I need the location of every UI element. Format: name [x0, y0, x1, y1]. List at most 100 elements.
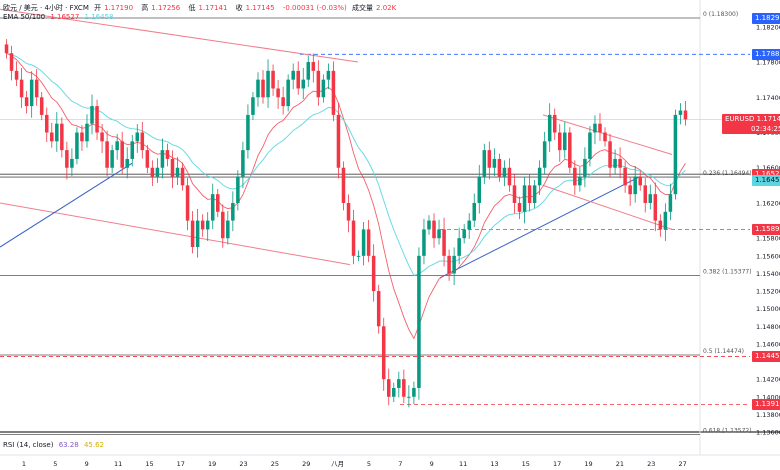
- candle-body: [477, 176, 482, 203]
- candle-body: [527, 185, 532, 203]
- candle-body: [306, 62, 311, 80]
- price-tick-label: 1.14200: [756, 376, 780, 384]
- candle-body: [608, 141, 612, 168]
- candle-body: [563, 132, 567, 151]
- candle-body: [14, 70, 19, 80]
- price-tick-label: 1.14600: [756, 340, 780, 348]
- trendline-support-1: [0, 162, 133, 248]
- candle-body: [497, 158, 502, 177]
- candle-body: [542, 141, 547, 168]
- time-tick-label: 5: [53, 460, 57, 468]
- candle-body: [130, 141, 135, 159]
- candle-body: [517, 202, 522, 212]
- price-tag: 1.13914: [752, 398, 780, 410]
- candle-body: [412, 387, 416, 397]
- candle-body: [547, 114, 552, 142]
- price-tag: 1.18297: [752, 12, 780, 24]
- candle-body: [663, 211, 668, 230]
- candle-body: [326, 70, 331, 80]
- candle-body: [366, 229, 371, 256]
- candle-body: [356, 255, 361, 257]
- candle-body: [442, 229, 446, 256]
- candle-body: [346, 202, 351, 221]
- candle-body: [462, 229, 466, 239]
- price-tick-label: 1.16200: [756, 199, 780, 207]
- trendline-lower: [0, 202, 351, 266]
- candle-body: [512, 185, 517, 203]
- candle-body: [246, 114, 250, 151]
- candle-body: [376, 291, 381, 327]
- candle-body: [140, 132, 145, 151]
- channel-lower: [542, 184, 673, 230]
- candle-body: [613, 158, 617, 168]
- time-tick-label: 13: [490, 460, 498, 468]
- candle-body: [190, 220, 195, 248]
- price-tick-label: 1.15800: [756, 235, 780, 243]
- ohlc-low: 低 1.17141: [188, 4, 228, 12]
- fibonacci-levels: 0 (1.18300) 0.236 (1.16494) 0.382 (1.15377…: [0, 11, 752, 435]
- candle-body: [537, 167, 542, 186]
- candle-body: [200, 220, 205, 230]
- candle-body: [673, 114, 678, 195]
- price-tick-label: 1.15400: [756, 270, 780, 278]
- candle-body: [226, 220, 230, 239]
- candle-body: [638, 176, 642, 186]
- time-tick-label: 5: [367, 460, 371, 468]
- candle-body: [311, 62, 316, 71]
- ema100-value: 1.16458: [84, 13, 114, 21]
- ohlc-open: 开 1.17190: [94, 4, 134, 12]
- price-tick-label: 1.17400: [756, 94, 780, 102]
- candle-body: [668, 194, 673, 212]
- symbol-title: 欧元 / 美元 · 4小时 · FXCM: [3, 4, 89, 12]
- candle-body: [598, 123, 602, 133]
- trend-lines: [0, 8, 673, 279]
- candle-body: [65, 150, 69, 168]
- price-tag: 1.17888: [752, 48, 780, 60]
- price-tag: 1.14458: [752, 350, 780, 362]
- candle-body: [386, 379, 391, 397]
- time-tick-label: 23: [239, 460, 247, 468]
- time-tick-label: 17: [553, 460, 561, 468]
- price-tick-label: 1.14000: [756, 393, 780, 401]
- candle-body: [236, 176, 240, 203]
- candle-body: [120, 141, 124, 168]
- rsi-label: RSI (14, close): [3, 441, 54, 449]
- price-tick-label: 1.15600: [756, 252, 780, 260]
- candle-body: [221, 211, 225, 239]
- candle-body: [50, 132, 54, 142]
- channel-upper: [542, 114, 673, 156]
- candle-body: [658, 220, 663, 230]
- candle-body: [397, 379, 401, 388]
- candle-body: [19, 79, 24, 98]
- last-price-symbol: EURUSD: [725, 115, 755, 124]
- candle-body: [341, 167, 346, 203]
- candle-body: [437, 229, 441, 239]
- ema-legend: EMA 50/100 1.16527 1.16458: [3, 13, 116, 21]
- fib-label: 0.382 (1.15377): [703, 268, 752, 275]
- candle-body: [487, 150, 492, 168]
- price-tag: 1.16527: [752, 168, 780, 180]
- time-tick-label: 9: [85, 460, 89, 468]
- candle-body: [447, 255, 451, 274]
- candle-body: [39, 97, 44, 115]
- candle-body: [643, 185, 648, 203]
- candle-body: [492, 158, 497, 168]
- candle-body: [603, 132, 607, 142]
- candle-body: [9, 53, 14, 71]
- candle-body: [205, 220, 210, 230]
- candle-body: [402, 379, 406, 397]
- time-tick-label: 19: [584, 460, 592, 468]
- candle-body: [60, 123, 64, 151]
- trendline-upper: [0, 8, 359, 63]
- candle-body: [291, 70, 295, 80]
- rsi-legend: RSI (14, close) 63.28 45.62: [3, 441, 107, 449]
- candle-body: [44, 114, 49, 133]
- fib-label: 0.236 (1.16494): [703, 170, 752, 177]
- candle-body: [80, 132, 84, 142]
- candle-body: [195, 220, 200, 248]
- candle-body: [578, 176, 582, 186]
- rsi-value-2: 45.62: [83, 441, 105, 449]
- time-tick-label: 27: [678, 460, 686, 468]
- candle-body: [165, 150, 170, 159]
